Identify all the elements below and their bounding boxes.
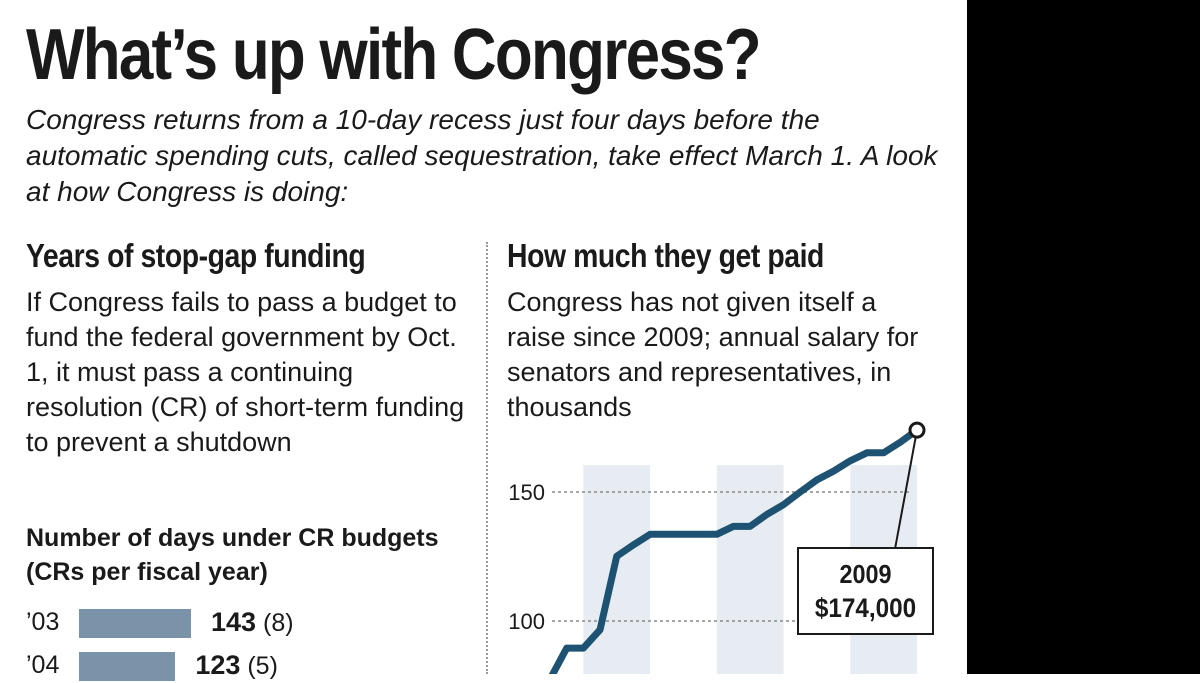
cr-days-value: 123 <box>195 650 240 680</box>
cr-bar-row: ’04 123 (5) <box>26 648 466 682</box>
callout-year: 2009 <box>806 557 926 591</box>
stopgap-section-title: Years of stop-gap funding <box>26 236 365 276</box>
background-band <box>717 465 784 674</box>
stopgap-description: If Congress fails to pass a budget to fu… <box>26 285 466 460</box>
salary-callout: 2009 $174,000 <box>797 547 934 635</box>
callout-amount: $174,000 <box>806 591 926 625</box>
cr-value-label: 123 (5) <box>195 648 278 683</box>
cr-year-label: ’03 <box>26 605 59 639</box>
cr-year-label: ’04 <box>26 648 59 682</box>
cr-count-value: (5) <box>247 652 278 680</box>
y-tick-label: 100 <box>508 609 545 634</box>
cr-count-value: (8) <box>263 609 294 637</box>
section-divider <box>486 242 488 674</box>
y-tick-label: 150 <box>508 480 545 505</box>
headline: What’s up with Congress? <box>26 14 760 96</box>
cr-days-value: 143 <box>211 607 256 637</box>
cr-bar <box>79 652 175 681</box>
black-side-panel <box>967 0 1200 674</box>
cr-bar <box>79 609 191 638</box>
endpoint-marker <box>910 423 924 437</box>
cr-bar-row: ’03 143 (8) <box>26 605 466 639</box>
pay-section-title: How much they get paid <box>507 236 824 276</box>
cr-chart-subtitle: Number of days under CR budgets (CRs per… <box>26 521 466 589</box>
cr-value-label: 143 (8) <box>211 605 294 640</box>
pay-description: Congress has not given itself a raise si… <box>507 285 937 425</box>
intro-text: Congress returns from a 10-day recess ju… <box>26 102 946 210</box>
